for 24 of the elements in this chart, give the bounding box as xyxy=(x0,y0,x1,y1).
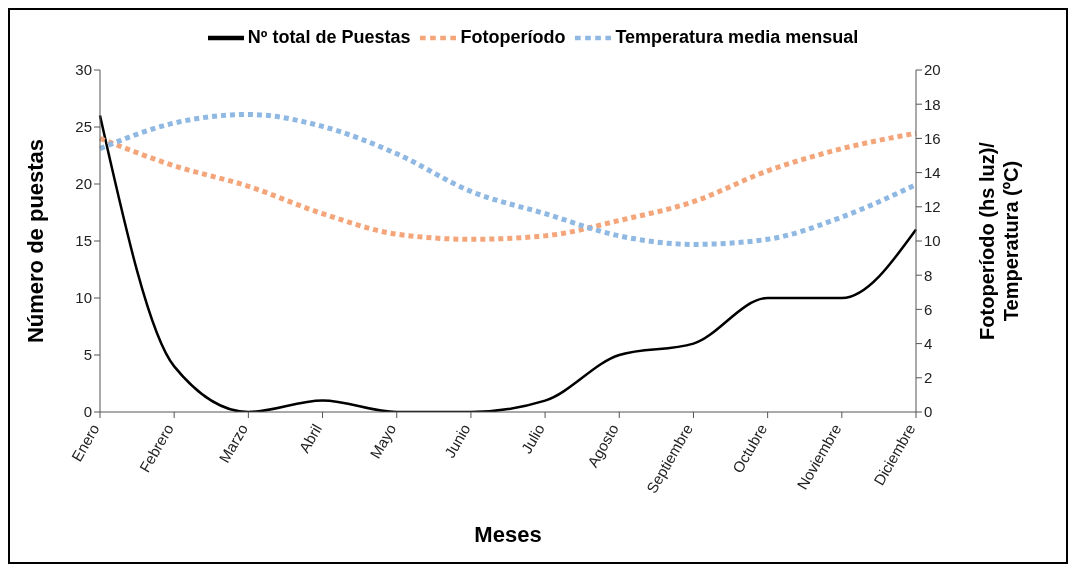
y-tick-label: 25 xyxy=(75,118,92,136)
y2-tick-label: 4 xyxy=(924,334,933,352)
y2-tick-label: 14 xyxy=(924,163,941,181)
legend-label: Temperatura media mensual xyxy=(615,26,859,47)
y2-tick-label: 8 xyxy=(924,266,933,284)
y2-tick-label: 12 xyxy=(924,198,941,216)
y2-tick-label: 20 xyxy=(924,61,941,79)
y2-tick-label: 6 xyxy=(924,300,933,318)
legend-label: Nº total de Puestas xyxy=(247,26,411,47)
y-tick-label: 15 xyxy=(75,232,92,250)
y2-tick-label: 0 xyxy=(924,403,933,421)
y-axis-title: Número de puestas xyxy=(22,138,48,344)
y-tick-label: 10 xyxy=(75,289,92,307)
y-tick-label: 20 xyxy=(75,175,92,193)
legend-label: Fotoperíodo xyxy=(460,26,566,47)
y2-tick-label: 10 xyxy=(924,232,941,250)
y-tick-label: 0 xyxy=(83,403,92,421)
y2-tick-label: 18 xyxy=(924,95,941,113)
y2-tick-label: 2 xyxy=(924,369,933,387)
y2-tick-label: 16 xyxy=(924,129,941,147)
y2-axis-title: Fotoperíodo (hs luz)/ Temperatura (ºC) xyxy=(976,141,1022,340)
y-tick-label: 5 xyxy=(83,346,92,364)
y-tick-label: 30 xyxy=(75,61,92,79)
x-axis-title: Meses xyxy=(474,522,542,547)
